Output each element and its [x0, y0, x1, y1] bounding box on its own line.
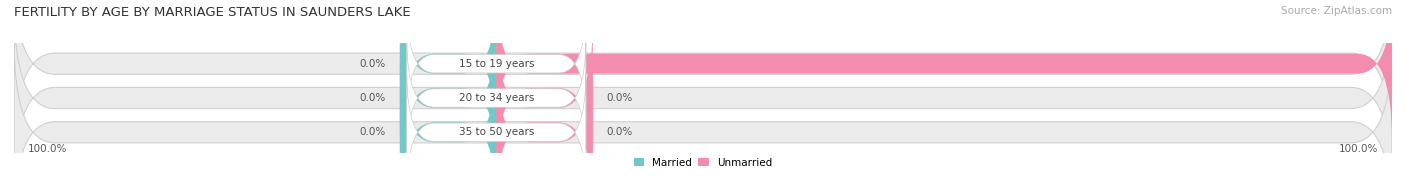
Text: FERTILITY BY AGE BY MARRIAGE STATUS IN SAUNDERS LAKE: FERTILITY BY AGE BY MARRIAGE STATUS IN S…	[14, 6, 411, 19]
Legend: Married, Unmarried: Married, Unmarried	[630, 153, 776, 172]
FancyBboxPatch shape	[399, 22, 496, 174]
Text: 0.0%: 0.0%	[360, 59, 387, 69]
Text: 0.0%: 0.0%	[606, 127, 633, 137]
FancyBboxPatch shape	[496, 0, 1392, 140]
FancyBboxPatch shape	[399, 0, 496, 140]
Text: 100.0%: 100.0%	[1339, 144, 1378, 154]
FancyBboxPatch shape	[496, 22, 593, 174]
Text: Source: ZipAtlas.com: Source: ZipAtlas.com	[1281, 6, 1392, 16]
Text: 0.0%: 0.0%	[360, 93, 387, 103]
FancyBboxPatch shape	[399, 56, 496, 196]
FancyBboxPatch shape	[14, 6, 1392, 190]
Text: 35 to 50 years: 35 to 50 years	[458, 127, 534, 137]
FancyBboxPatch shape	[14, 40, 1392, 196]
Text: 15 to 19 years: 15 to 19 years	[458, 59, 534, 69]
FancyBboxPatch shape	[406, 73, 586, 192]
FancyBboxPatch shape	[406, 39, 586, 157]
Text: 100.0%: 100.0%	[28, 144, 67, 154]
FancyBboxPatch shape	[496, 56, 593, 196]
FancyBboxPatch shape	[14, 0, 1392, 156]
FancyBboxPatch shape	[406, 4, 586, 123]
Text: 20 to 34 years: 20 to 34 years	[458, 93, 534, 103]
Text: 0.0%: 0.0%	[360, 127, 387, 137]
Text: 0.0%: 0.0%	[606, 93, 633, 103]
